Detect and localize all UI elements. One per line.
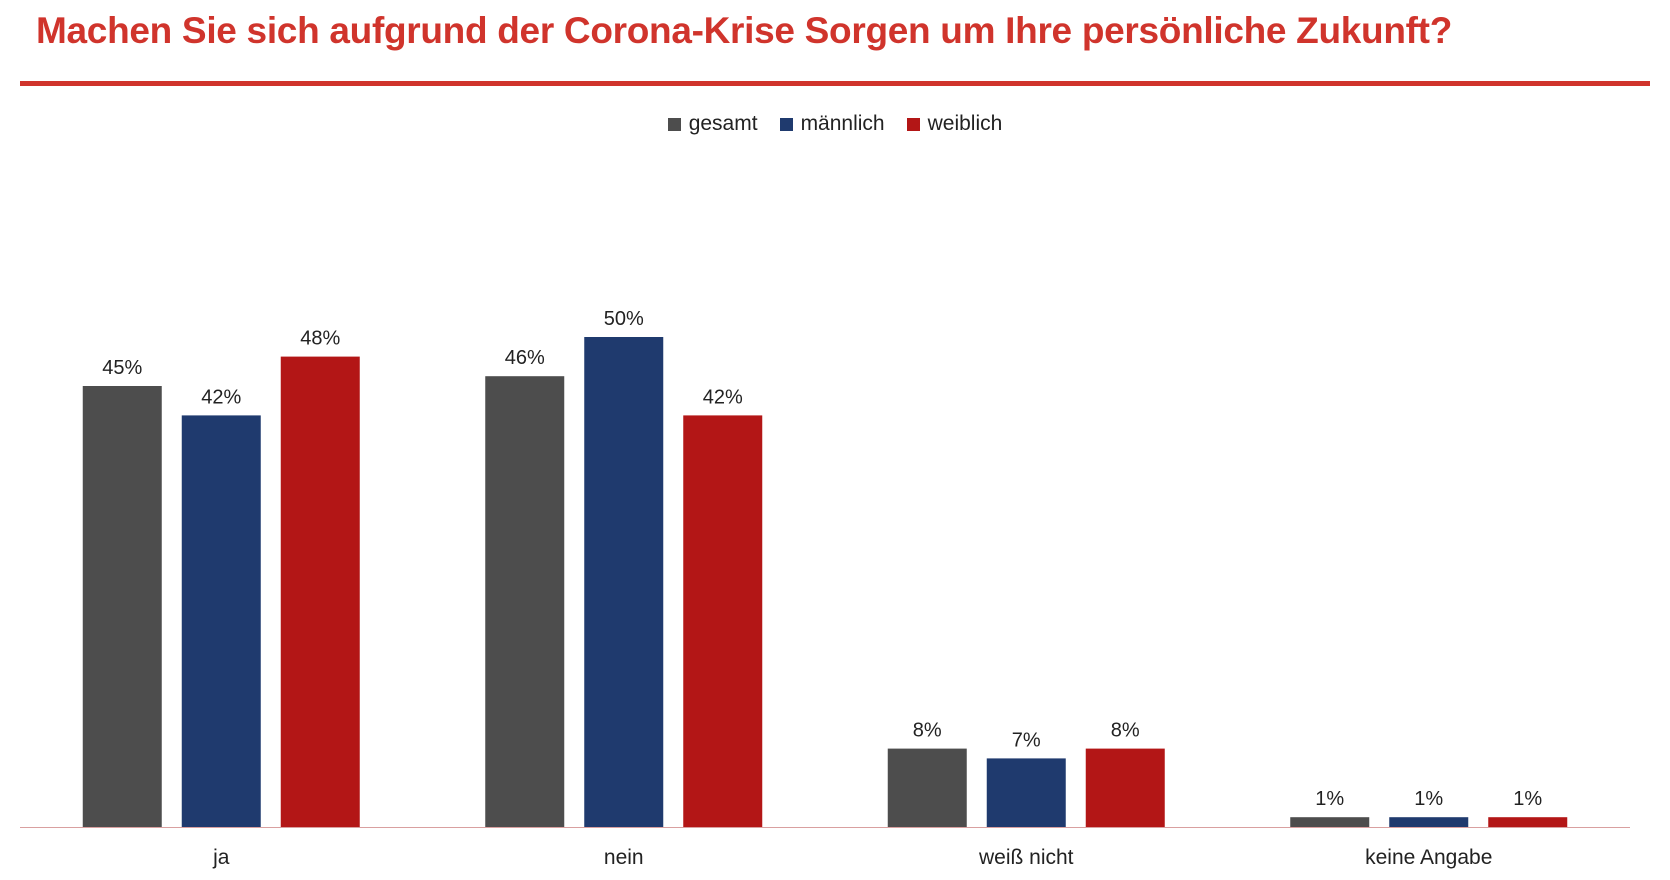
bar-ja-maennlich xyxy=(181,415,261,827)
legend-swatch-weiblich xyxy=(906,117,920,131)
bar-nein-gesamt xyxy=(485,376,565,827)
bar-ja-gesamt xyxy=(82,386,162,827)
legend-item-gesamt: gesamt xyxy=(667,112,758,136)
legend-swatch-maennlich xyxy=(779,117,793,131)
data-label-weiss-nicht-gesamt: 8% xyxy=(913,720,942,742)
data-label-keine-angabe-maennlich: 1% xyxy=(1414,788,1443,810)
chart-title: Machen Sie sich aufgrund der Corona-Kris… xyxy=(36,10,1452,51)
data-label-ja-maennlich: 42% xyxy=(201,386,241,408)
data-label-nein-weiblich: 42% xyxy=(703,386,743,408)
bar-weiss-nicht-maennlich xyxy=(986,758,1066,827)
category-label-weiss-nicht: weiß nicht xyxy=(978,846,1074,869)
legend-item-maennlich: männlich xyxy=(779,112,885,136)
category-label-ja: ja xyxy=(212,846,230,869)
legend-label-maennlich: männlich xyxy=(800,112,885,135)
bar-ja-weiblich xyxy=(280,356,360,827)
data-label-weiss-nicht-weiblich: 8% xyxy=(1111,720,1140,742)
bar-keine-angabe-gesamt xyxy=(1290,817,1370,827)
data-label-keine-angabe-gesamt: 1% xyxy=(1315,788,1344,810)
data-label-keine-angabe-weiblich: 1% xyxy=(1513,788,1542,810)
data-label-nein-gesamt: 46% xyxy=(505,347,545,369)
category-label-keine-angabe: keine Angabe xyxy=(1365,846,1492,869)
legend-item-weiblich: weiblich xyxy=(906,112,1003,136)
bar-nein-maennlich xyxy=(584,337,664,827)
bar-keine-angabe-maennlich xyxy=(1389,817,1469,827)
data-label-nein-maennlich: 50% xyxy=(604,308,644,330)
bar-weiss-nicht-weiblich xyxy=(1085,748,1165,827)
data-label-ja-weiblich: 48% xyxy=(300,328,340,350)
data-label-ja-gesamt: 45% xyxy=(102,357,142,379)
bar-keine-angabe-weiblich xyxy=(1488,817,1568,827)
legend-label-gesamt: gesamt xyxy=(688,112,758,135)
legend-swatch-gesamt xyxy=(667,117,681,131)
legend: gesamt männlich weiblich xyxy=(0,112,1670,136)
category-label-nein: nein xyxy=(604,846,644,869)
bar-weiss-nicht-gesamt xyxy=(887,748,967,827)
title-divider xyxy=(20,81,1650,86)
bar-nein-weiblich xyxy=(683,415,763,827)
legend-label-weiblich: weiblich xyxy=(927,112,1003,135)
data-label-weiss-nicht-maennlich: 7% xyxy=(1012,729,1041,751)
